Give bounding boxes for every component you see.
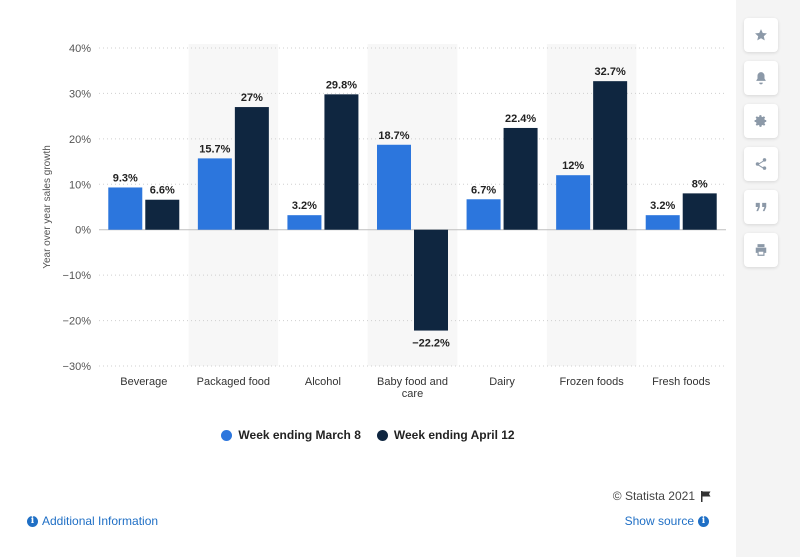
notification-button[interactable] [744, 61, 778, 95]
source-info-icon: i [698, 515, 709, 527]
share-icon [755, 158, 767, 170]
legend-item-march[interactable]: Week ending March 8 [221, 428, 361, 442]
y-tick-label: 20% [69, 134, 91, 146]
y-tick-label: 10% [69, 179, 91, 191]
y-tick-label: 40% [69, 43, 91, 55]
bar [108, 187, 143, 230]
bar [377, 144, 411, 230]
x-tick-label: Baby food and [377, 376, 448, 388]
bar [287, 215, 322, 230]
bell-icon [756, 72, 766, 85]
data-label: −22.2% [412, 338, 450, 350]
quote-icon [755, 202, 767, 212]
y-axis-title: Year over year sales growth [42, 145, 53, 269]
data-label: 12% [562, 160, 584, 172]
share-button[interactable] [744, 147, 778, 181]
bar [145, 199, 180, 230]
legend-swatch-april [376, 429, 388, 441]
chart-card: 40% 30% 20% 10% 0% −10% −20% −30% Year over year… [0, 0, 736, 557]
data-label: 15.7% [199, 143, 230, 155]
additional-information-link[interactable]: i Additional Information [27, 514, 158, 528]
legend-swatch-march [221, 429, 233, 441]
y-tick-label: −30% [63, 361, 92, 373]
info-icon: i [27, 515, 38, 527]
additional-information-label: Additional Information [42, 514, 159, 528]
x-tick-label: Beverage [120, 376, 167, 388]
bar [466, 199, 501, 230]
print-button[interactable] [744, 233, 778, 267]
x-tick-label: Frozen foods [560, 376, 625, 388]
y-tick-label: −20% [63, 316, 92, 328]
y-tick-label: −10% [63, 270, 92, 282]
bar [682, 193, 717, 230]
bar [593, 81, 628, 230]
data-label: 3.2% [292, 200, 317, 212]
x-tick-label: Dairy [489, 376, 515, 388]
data-label: 32.7% [595, 66, 626, 78]
data-label: 8% [692, 178, 708, 190]
sidebar-toolbar [744, 18, 784, 267]
bar [197, 158, 232, 230]
show-source-label: Show source [624, 514, 694, 528]
bar [234, 107, 269, 230]
x-tick-label: Fresh foods [652, 376, 711, 388]
y-tick-label: 30% [69, 88, 91, 100]
x-tick-label: Packaged food [197, 376, 270, 388]
star-icon [755, 29, 767, 41]
data-label: 29.8% [326, 79, 357, 91]
bar-chart: 40% 30% 20% 10% 0% −10% −20% −30% Year over year… [42, 43, 726, 400]
show-source-link[interactable]: Show source i [625, 514, 709, 528]
flag-icon [701, 490, 711, 502]
data-label: 9.3% [113, 172, 138, 184]
bar [503, 127, 538, 230]
settings-button[interactable] [744, 104, 778, 138]
gear-icon [754, 115, 767, 127]
bar [556, 175, 591, 230]
favorite-button[interactable] [744, 18, 778, 52]
legend-label-april: Week ending April 12 [393, 428, 515, 442]
x-tick-label: Alcohol [305, 376, 341, 388]
cite-button[interactable] [744, 190, 778, 224]
x-tick-label: care [402, 388, 423, 400]
data-label: 3.2% [650, 200, 675, 212]
data-label: 6.6% [150, 185, 175, 197]
bar [324, 94, 359, 230]
bar [645, 215, 680, 230]
chart-legend: Week ending March 8 Week ending April 12 [0, 428, 736, 442]
print-icon [755, 244, 767, 256]
data-label: 18.7% [378, 130, 409, 142]
data-label: 27% [241, 92, 263, 104]
data-label: 22.4% [505, 113, 536, 125]
statista-credit[interactable]: © Statista 2021 [613, 489, 711, 503]
data-label: 6.7% [471, 184, 496, 196]
bar [414, 229, 448, 331]
legend-item-april[interactable]: Week ending April 12 [376, 428, 515, 442]
credit-text: © Statista 2021 [612, 489, 695, 503]
legend-label-march: Week ending March 8 [238, 428, 361, 442]
y-tick-label: 0% [75, 225, 91, 237]
